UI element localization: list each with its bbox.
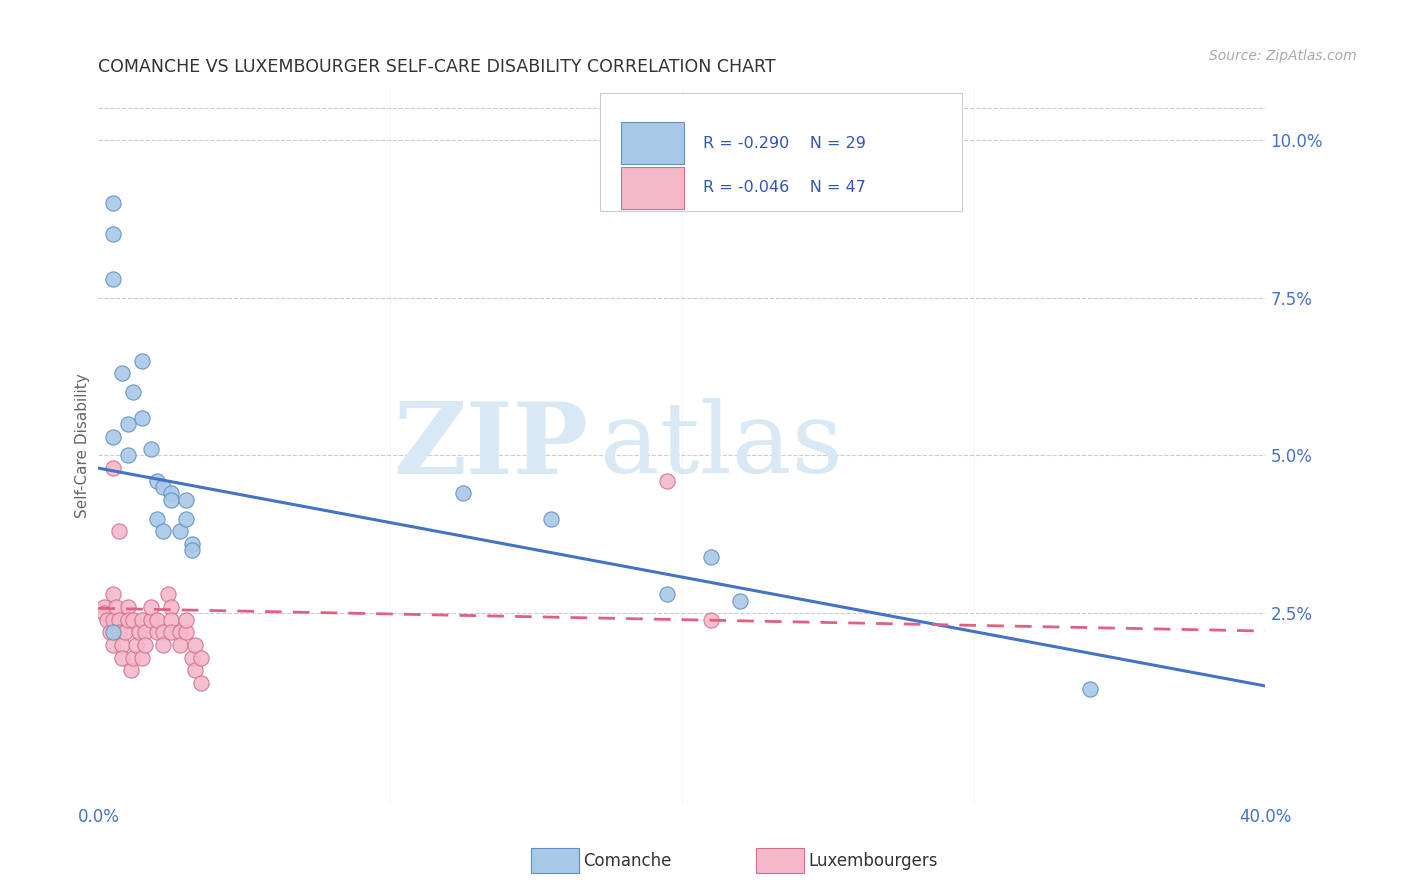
Point [657,587,679,601]
Point [139,442,162,457]
Point [152,638,174,652]
Point [183,638,205,652]
Point [96,613,118,627]
Text: COMANCHE VS LUXEMBOURGER SELF-CARE DISABILITY CORRELATION CHART: COMANCHE VS LUXEMBOURGER SELF-CARE DISAB… [98,58,776,76]
FancyBboxPatch shape [621,167,685,209]
Point [160,613,183,627]
Point [128,625,150,640]
Point [183,663,205,677]
Point [104,600,127,615]
Point [101,638,124,652]
Point [700,613,723,627]
Point [101,271,124,285]
Point [174,511,197,525]
Point [174,625,197,640]
Point [101,625,124,640]
Point [728,593,751,607]
Point [152,524,174,539]
Point [98,625,121,640]
Text: ZIP: ZIP [394,398,589,494]
Point [101,587,124,601]
Point [152,625,174,640]
Text: Source: ZipAtlas.com: Source: ZipAtlas.com [1209,49,1357,63]
Point [139,613,162,627]
Point [111,638,134,652]
Point [108,625,131,640]
Point [146,613,169,627]
Point [174,613,197,627]
Point [134,625,156,640]
Point [131,353,153,368]
Point [160,492,183,507]
Point [93,607,115,621]
Point [146,474,169,488]
Point [700,549,723,564]
Point [131,613,153,627]
Point [93,600,115,615]
Point [540,511,562,525]
Point [169,524,191,539]
Point [1080,682,1102,697]
Point [451,486,474,500]
FancyBboxPatch shape [621,122,685,164]
Point [152,480,174,494]
Point [180,537,202,551]
Point [108,613,131,627]
Point [117,600,139,615]
Point [111,367,134,381]
Text: R = -0.046    N = 47: R = -0.046 N = 47 [703,180,866,195]
Point [114,625,136,640]
Text: atlas: atlas [600,398,844,494]
Point [101,429,124,443]
Point [131,650,153,665]
Point [160,625,183,640]
Point [190,650,212,665]
Point [122,650,145,665]
Point [157,587,180,601]
Point [180,650,202,665]
Point [190,675,212,690]
Point [146,511,169,525]
Point [117,449,139,463]
Point [174,492,197,507]
Point [169,638,191,652]
Point [125,638,148,652]
Point [139,600,162,615]
Point [108,524,131,539]
Y-axis label: Self-Care Disability: Self-Care Disability [75,374,90,518]
Point [122,385,145,400]
Point [134,638,156,652]
Point [101,195,124,210]
Text: R = -0.290    N = 29: R = -0.290 N = 29 [703,136,866,151]
Point [117,417,139,431]
Point [117,613,139,627]
Point [160,600,183,615]
Point [101,613,124,627]
Point [657,474,679,488]
Text: Comanche: Comanche [583,852,672,870]
Point [122,613,145,627]
FancyBboxPatch shape [600,93,962,211]
Point [101,227,124,242]
Point [131,410,153,425]
Point [180,543,202,558]
Text: Luxembourgers: Luxembourgers [808,852,938,870]
Point [111,650,134,665]
Point [146,625,169,640]
Point [120,663,142,677]
Point [169,625,191,640]
Point [101,461,124,475]
Point [160,486,183,500]
